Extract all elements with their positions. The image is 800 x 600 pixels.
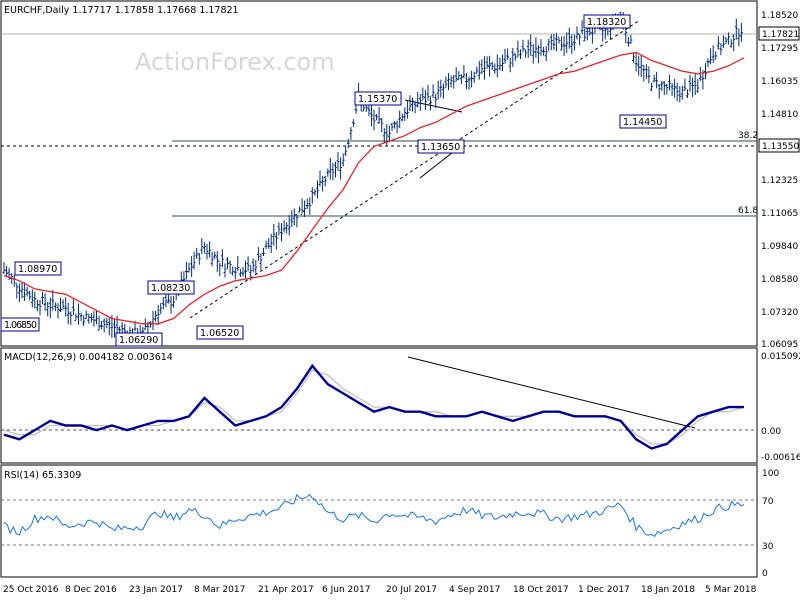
svg-text:1.06290: 1.06290 [119, 335, 158, 346]
fib-61-label: 61.8 [738, 206, 758, 216]
price-title: EURCHF,Daily 1.17717 1.17858 1.17668 1.1… [4, 5, 239, 16]
rsi-tick: 0 [762, 569, 768, 579]
date-axis: 25 Oct 2016 8 Dec 2016 23 Jan 2017 8 Mar… [3, 585, 757, 595]
rsi-title: RSI(14) 65.3309 [4, 470, 81, 481]
svg-text:1.18320: 1.18320 [587, 17, 626, 28]
macd-line [3, 363, 744, 450]
rsi-tick: 30 [762, 542, 774, 552]
date-tick: 8 Mar 2017 [194, 585, 245, 595]
date-tick: 25 Oct 2016 [3, 585, 59, 595]
level-price-tag: 1.13550 [762, 142, 799, 152]
price-tick: 1.09840 [761, 242, 798, 252]
price-pane [0, 0, 758, 347]
macd-pane [0, 347, 758, 464]
price-tick: 1.18520 [761, 11, 798, 21]
date-tick: 21 Apr 2017 [258, 585, 314, 595]
svg-text:1.13650: 1.13650 [421, 142, 460, 153]
label-1-06520: 1.06520 [196, 325, 244, 340]
price-tick: 1.16035 [761, 77, 798, 87]
date-tick: 4 Sep 2017 [449, 585, 500, 595]
price-tick: 1.06095 [761, 340, 798, 350]
rsi-tick: 100 [762, 469, 779, 479]
label-1-06290: 1.06290 [115, 332, 163, 347]
triangle-top-line [404, 99, 463, 113]
label-1-06850: 1.06850 [0, 317, 40, 332]
label-1-15370: 1.15370 [354, 91, 402, 106]
price-axis: 1.18520 1.17821 1.17295 1.16035 1.14810 … [758, 11, 800, 350]
label-1-13650: 1.13650 [417, 139, 465, 154]
macd-title: MACD(12,26,9) 0.004182 0.003614 [4, 352, 173, 363]
date-tick: 1 Dec 2017 [578, 585, 630, 595]
rsi-tick: 70 [762, 497, 774, 507]
date-tick: 5 Mar 2018 [705, 585, 757, 595]
label-1-08230: 1.08230 [147, 280, 195, 295]
date-tick: 20 Jul 2017 [386, 585, 437, 595]
price-tick: 1.08580 [761, 275, 798, 285]
fib-38-label: 38.2 [738, 131, 758, 141]
date-tick: 18 Jan 2018 [641, 585, 695, 595]
price-tick: 1.17295 [761, 44, 798, 54]
svg-text:1.06850: 1.06850 [4, 320, 37, 331]
macd-axis: 0.015092 0.00 -0.006163 [761, 352, 800, 463]
price-tick: 1.12325 [761, 176, 798, 186]
rsi-line [3, 493, 745, 538]
price-tick: 1.07320 [761, 308, 798, 318]
rsi-axis: 100 70 30 0 [762, 469, 779, 579]
price-bars-group [2, 11, 743, 345]
date-tick: 23 Jan 2017 [129, 585, 183, 595]
label-1-18320: 1.18320 [583, 14, 631, 29]
date-tick: 18 Oct 2017 [513, 585, 569, 595]
svg-text:1.08230: 1.08230 [151, 283, 190, 294]
svg-text:1.14450: 1.14450 [623, 117, 662, 128]
date-tick: 8 Dec 2016 [65, 585, 117, 595]
price-tick: 1.14810 [761, 110, 798, 120]
macd-trendline [407, 356, 696, 429]
price-tick: 1.11065 [761, 209, 798, 219]
macd-tick: -0.006163 [761, 453, 800, 463]
current-price-tag: 1.17821 [762, 30, 799, 40]
macd-tick: 0.015092 [761, 352, 800, 362]
date-tick: 6 Jun 2017 [322, 585, 370, 595]
svg-text:1.08970: 1.08970 [18, 264, 57, 275]
watermark: ActionForex.com [135, 48, 335, 76]
label-1-08970: 1.08970 [14, 261, 62, 276]
label-1-14450: 1.14450 [619, 114, 667, 129]
svg-text:1.15370: 1.15370 [358, 94, 397, 105]
macd-tick: 0.00 [761, 427, 781, 437]
moving-average-line [3, 51, 745, 325]
svg-text:1.06520: 1.06520 [200, 328, 239, 339]
